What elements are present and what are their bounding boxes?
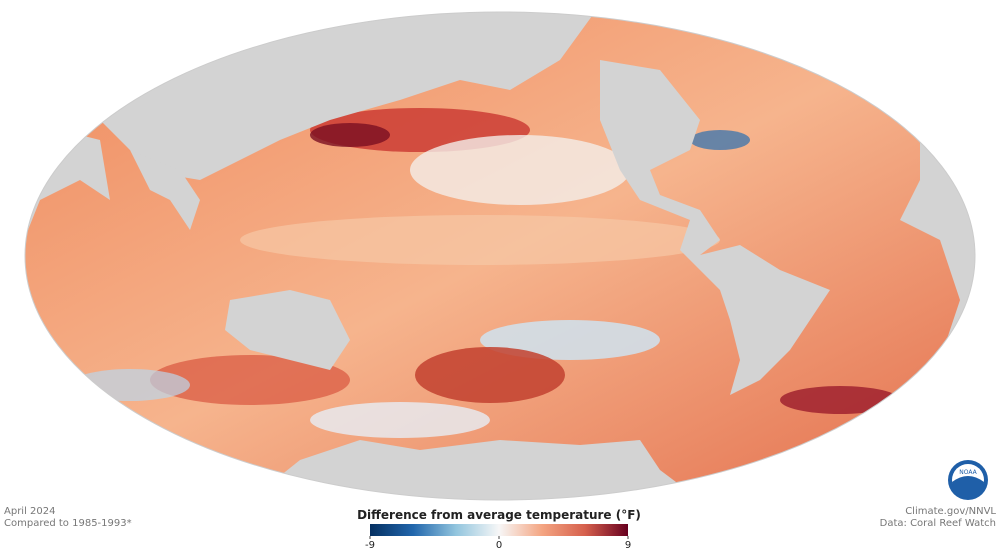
data-credit: Data: Coral Reef Watch [880, 518, 996, 529]
map [24, 11, 976, 501]
tick-label: 0 [496, 540, 502, 551]
color-ramp [370, 524, 628, 536]
legend-title: Difference from average temperature (°F) [357, 508, 641, 522]
color-bar: -9 0 9 [365, 524, 631, 551]
anomaly-patches [70, 108, 900, 438]
globe-outline [24, 11, 976, 501]
tick-label: 9 [625, 540, 631, 551]
date: April 2024 [4, 506, 55, 517]
baseline: Compared to 1985-1993* [4, 518, 132, 529]
logo-text: NOAA [959, 469, 977, 476]
noaa-logo: NOAA [948, 460, 988, 500]
site-credit: Climate.gov/NNVL [905, 506, 996, 517]
tick-label: -9 [365, 540, 375, 551]
